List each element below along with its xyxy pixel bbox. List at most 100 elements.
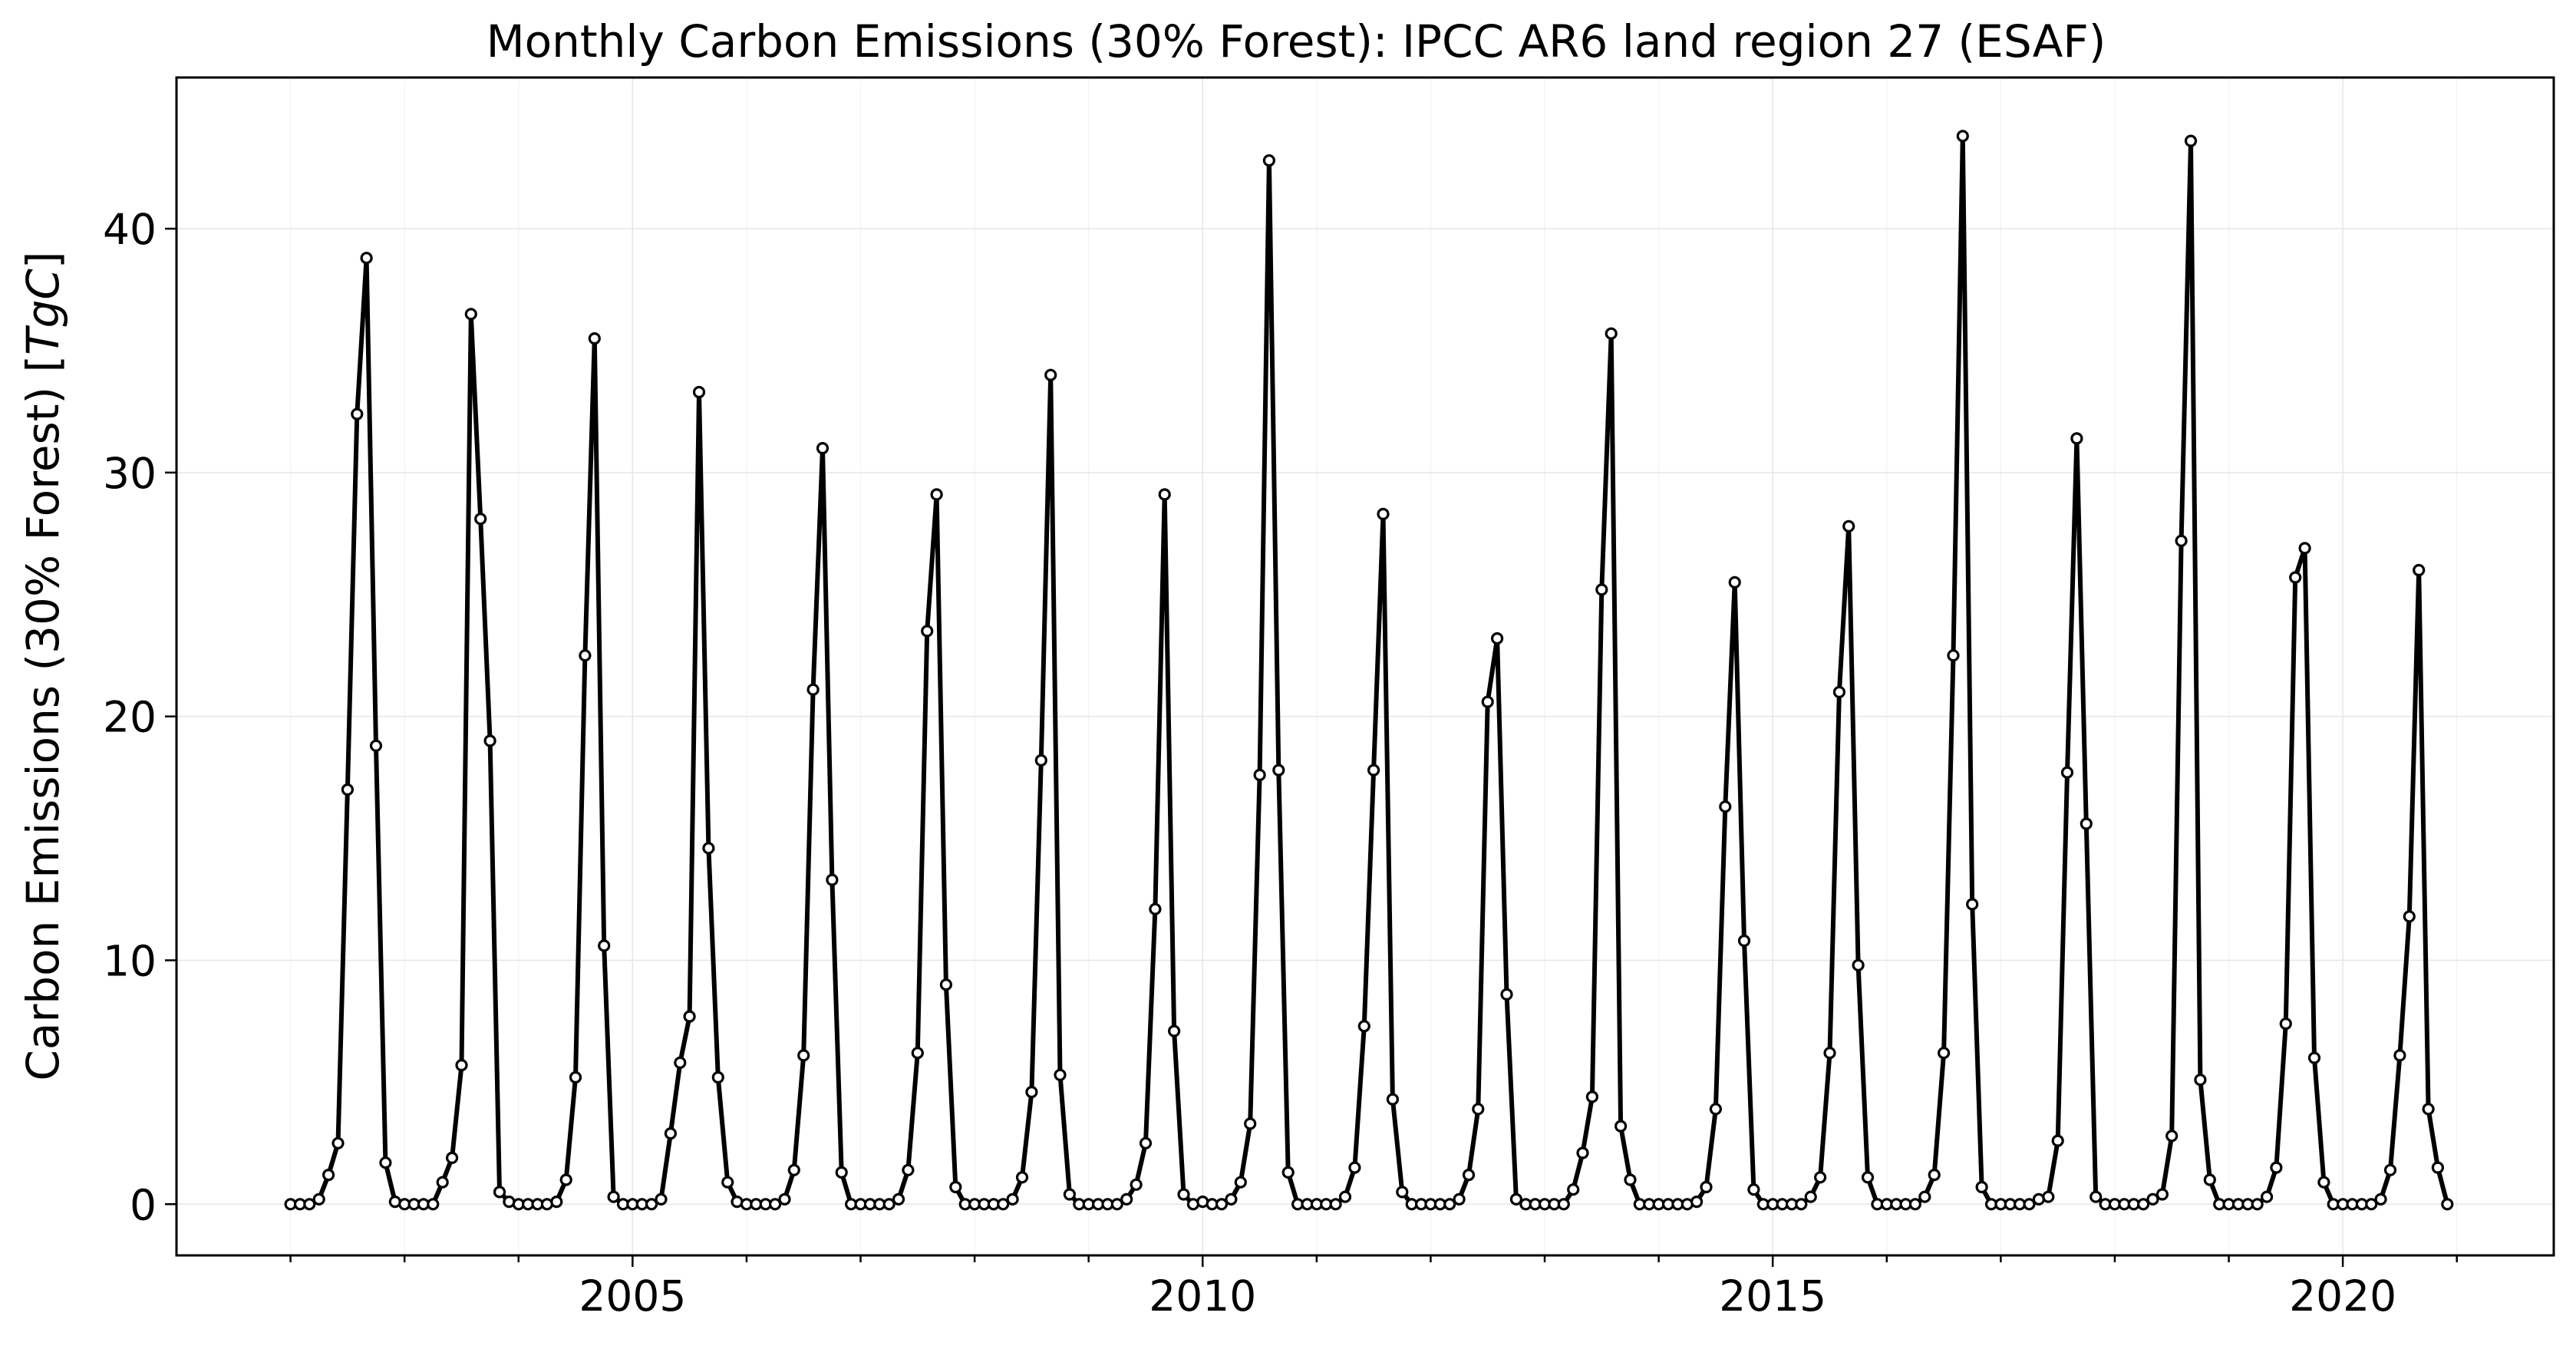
data-point [436, 1176, 449, 1189]
series-line [290, 134, 2450, 1207]
data-point [655, 1192, 668, 1206]
x-tick-label: 2010 [1149, 1271, 1256, 1321]
series-emissions [284, 130, 2454, 1211]
data-point [997, 1198, 1010, 1211]
chart-title: Monthly Carbon Emissions (30% Forest): I… [487, 15, 2106, 68]
data-point [816, 441, 830, 455]
data-point [1747, 1183, 1760, 1196]
data-point [303, 1198, 316, 1211]
data-point [360, 252, 373, 265]
data-point [911, 1047, 924, 1060]
data-point [1281, 1166, 1295, 1179]
data-point [674, 1056, 687, 1070]
data-point [2365, 1198, 2378, 1211]
data-point [1585, 1090, 1598, 1103]
data-point [1139, 1136, 1153, 1149]
data-point [921, 625, 934, 638]
data-point [2431, 1161, 2444, 1174]
data-point [351, 407, 364, 421]
data-point [379, 1156, 392, 1169]
data-point [2383, 1163, 2397, 1176]
data-point [1690, 1195, 1704, 1209]
data-point [2089, 1190, 2103, 1203]
data-point [2251, 1198, 2264, 1211]
data-point [550, 1195, 563, 1209]
data-point [826, 873, 839, 886]
data-point [2403, 910, 2416, 923]
data-point [2374, 1192, 2387, 1206]
axis-ticks: 2005 2010 2015 2020 0 10 20 30 40 [103, 205, 2458, 1321]
data-point [2393, 1049, 2406, 1062]
y-axis-label-text: Carbon Emissions (30% Forest) [ [17, 355, 69, 1081]
data-point [1567, 1183, 1580, 1196]
data-point [1823, 1047, 1836, 1060]
data-point [312, 1192, 325, 1206]
data-point [1737, 934, 1751, 948]
data-point [598, 939, 611, 952]
data-point [2080, 817, 2093, 830]
data-point [1509, 1192, 1523, 1206]
data-point [1120, 1192, 1133, 1206]
data-point [702, 842, 715, 855]
data-point [1253, 768, 1266, 782]
y-tick-label: 10 [103, 936, 157, 985]
data-point [1908, 1198, 1921, 1211]
data-point [1500, 988, 1513, 1001]
data-point [1852, 958, 1865, 971]
data-point [1472, 1103, 1485, 1116]
data-point [1006, 1192, 1019, 1206]
data-point [1947, 649, 1960, 662]
data-point [2023, 1198, 2036, 1211]
data-point [322, 1168, 335, 1182]
data-point [949, 1180, 962, 1194]
data-point [1329, 1198, 1342, 1211]
data-point [1357, 1020, 1370, 1033]
data-point [1615, 1120, 1628, 1133]
data-point [2441, 1198, 2454, 1211]
data-point [1386, 1093, 1400, 1106]
data-point [778, 1192, 791, 1206]
data-point [427, 1198, 440, 1211]
data-point [1814, 1171, 1827, 1184]
data-point [882, 1198, 895, 1211]
data-point [1034, 754, 1047, 767]
data-point [1054, 1068, 1067, 1081]
plot-frame [175, 76, 2555, 1257]
x-tick-label: 2015 [1719, 1271, 1826, 1321]
data-point [2070, 432, 2083, 445]
data-point [1244, 1117, 1257, 1130]
data-point [474, 513, 487, 526]
data-point [1443, 1198, 1456, 1211]
data-point [1595, 583, 1608, 596]
data-point [664, 1126, 678, 1140]
data-point [1624, 1173, 1637, 1186]
data-point [1110, 1198, 1123, 1211]
data-point [455, 1058, 468, 1072]
data-point [1396, 1186, 1409, 1199]
data-point [1956, 130, 1969, 143]
data-point [607, 1190, 620, 1203]
data-point [1377, 507, 1390, 521]
y-tick-label: 0 [130, 1180, 157, 1229]
data-point [1234, 1176, 1247, 1189]
data-point [1149, 902, 1162, 915]
data-point [559, 1173, 572, 1186]
data-point [2289, 571, 2302, 584]
data-point [579, 649, 592, 662]
data-point [1025, 1085, 1038, 1099]
data-point [445, 1151, 459, 1165]
data-point [2317, 1176, 2330, 1189]
grid [176, 78, 2554, 1255]
data-point [1462, 1168, 1476, 1182]
data-point [2146, 1192, 2159, 1206]
data-point [711, 1070, 724, 1084]
data-point [1225, 1192, 1238, 1206]
data-point [1605, 327, 1618, 340]
data-point [1975, 1180, 1988, 1194]
data-point [1015, 1171, 1029, 1184]
data-point [2203, 1173, 2216, 1186]
data-point [721, 1176, 734, 1189]
data-point [683, 1010, 696, 1023]
data-point [341, 783, 354, 797]
data-point [1490, 632, 1504, 645]
